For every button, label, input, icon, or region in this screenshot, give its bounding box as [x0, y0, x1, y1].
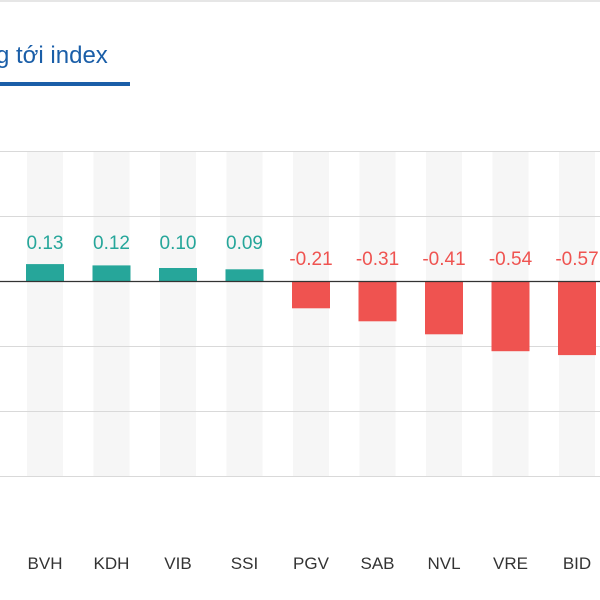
x-tick-ssi: SSI	[231, 554, 258, 573]
category-bands	[27, 151, 595, 476]
bar-vre[interactable]	[491, 281, 530, 352]
value-label-kdh: 0.12	[93, 233, 130, 254]
bars	[26, 264, 596, 356]
category-band-vib	[160, 151, 196, 476]
x-tick-vre: VRE	[493, 554, 528, 573]
x-tick-nvl: NVL	[427, 554, 460, 573]
value-label-vre: -0.54	[489, 249, 533, 270]
bar-bvh[interactable]	[26, 264, 64, 281]
x-tick-kdh: KDH	[94, 554, 130, 573]
x-tick-pgv: PGV	[293, 554, 330, 573]
value-label-nvl: -0.41	[422, 249, 465, 270]
x-tick-vib: VIB	[164, 554, 191, 573]
category-band-ssi	[226, 151, 263, 476]
x-tick-labels: BVH KDH VIB SSI PGV SAB NVL VRE BID	[28, 554, 592, 573]
value-label-bid: -0.57	[555, 249, 598, 270]
active-tab-underline	[0, 82, 130, 86]
value-labels: 0.13 0.12 0.10 0.09 -0.21 -0.31 -0.41 -0.54 -0.5…	[27, 233, 599, 270]
bar-bid[interactable]	[558, 281, 596, 356]
value-label-ssi: 0.09	[226, 233, 263, 254]
chart-tab-title[interactable]: g tới index	[0, 42, 108, 69]
value-label-sab: -0.31	[356, 249, 399, 270]
bar-kdh[interactable]	[92, 265, 131, 281]
bar-vib[interactable]	[159, 268, 197, 281]
value-label-pgv: -0.21	[289, 249, 332, 270]
value-label-bvh: 0.13	[27, 233, 64, 254]
category-band-kdh	[93, 151, 130, 476]
x-tick-bvh: BVH	[28, 554, 63, 573]
bar-ssi[interactable]	[225, 269, 264, 281]
x-tick-bid: BID	[563, 554, 591, 573]
bar-sab[interactable]	[358, 281, 397, 322]
value-label-vib: 0.10	[160, 233, 197, 254]
category-band-pgv	[293, 151, 329, 476]
category-band-bvh	[27, 151, 63, 476]
bar-nvl[interactable]	[425, 281, 463, 335]
x-tick-sab: SAB	[360, 554, 394, 573]
bar-pgv[interactable]	[292, 281, 330, 309]
panel-top-border	[0, 0, 600, 2]
